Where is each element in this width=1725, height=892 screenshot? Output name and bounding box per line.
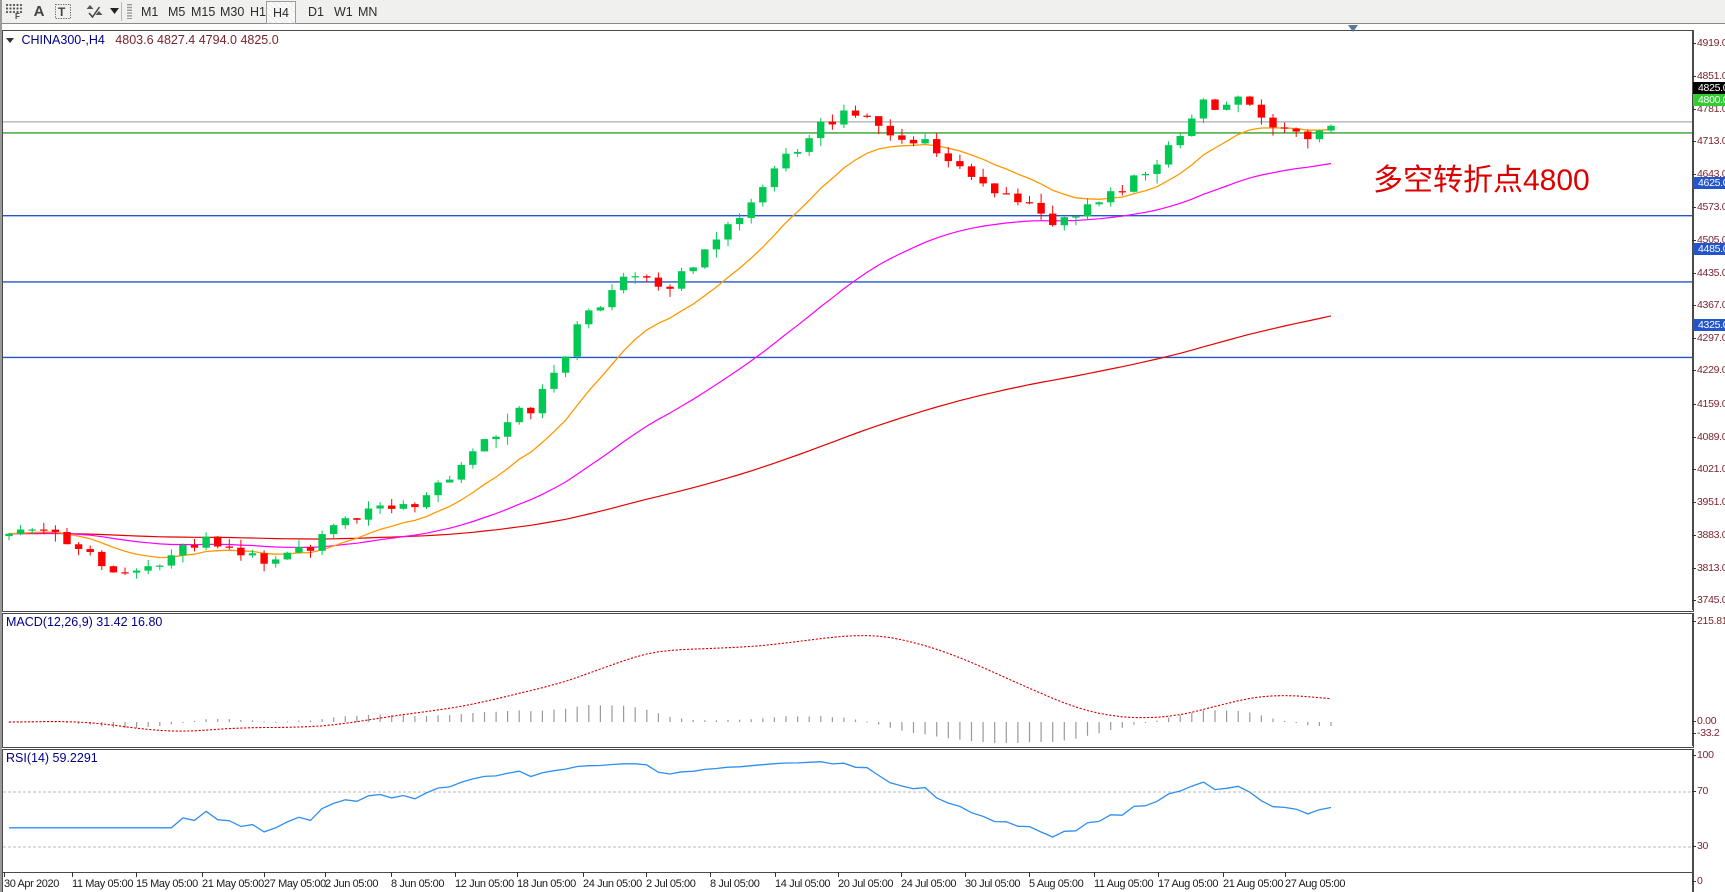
svg-text:T: T — [58, 5, 66, 19]
svg-text:F: F — [15, 12, 20, 19]
